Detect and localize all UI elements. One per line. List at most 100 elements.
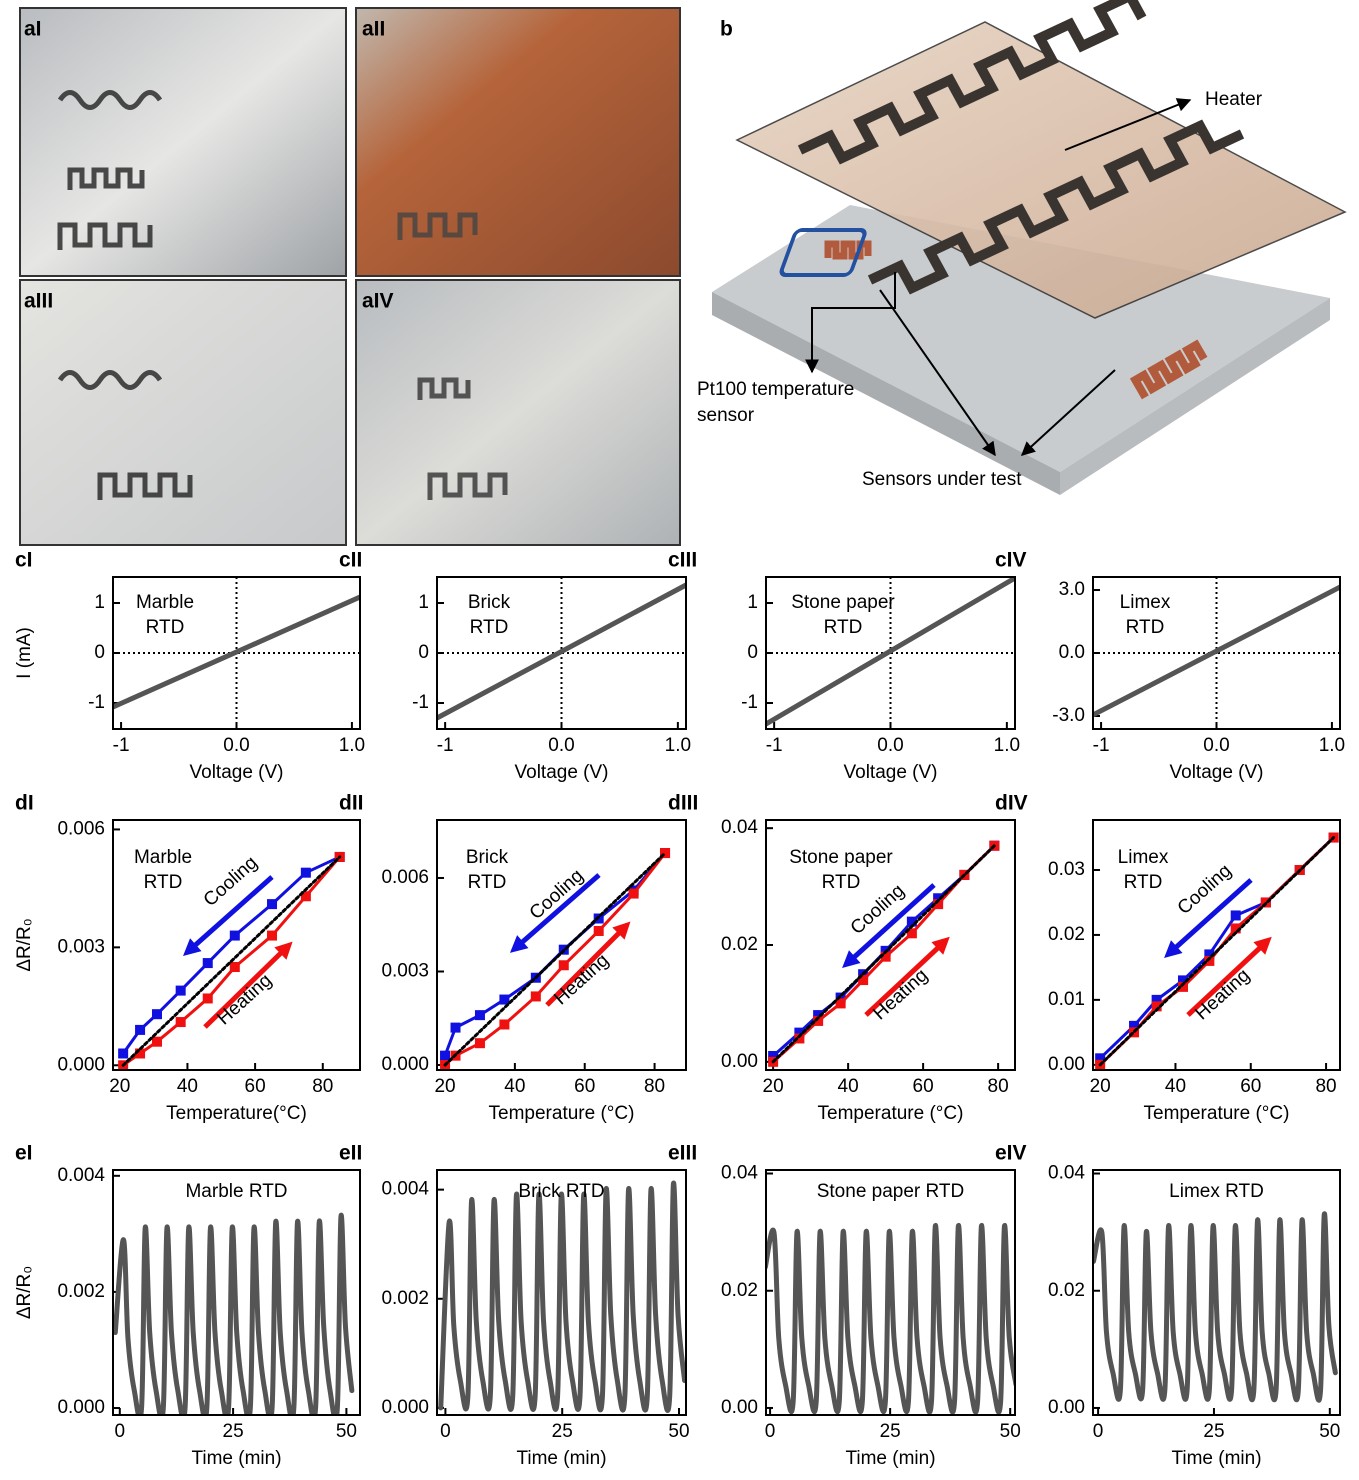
- x-tick-label: 20: [1090, 1076, 1111, 1097]
- marker: [1231, 910, 1241, 920]
- chart: dIV204060800.000.010.020.03Temperature (…: [995, 792, 1340, 1124]
- x-axis-label: Time (min): [845, 1448, 935, 1469]
- x-tick-label: 0.0: [548, 735, 574, 756]
- marker: [203, 958, 213, 968]
- chart: eII 0 25 50 0.000 0.002 0.004 Time (min) Brick R…: [339, 1142, 690, 1469]
- marker: [475, 1010, 485, 1020]
- y-tick-label: 0.00: [721, 1397, 758, 1418]
- marker: [559, 960, 569, 970]
- series-label: Heating: [869, 965, 932, 1024]
- marker: [531, 991, 541, 1001]
- annotation: Marble: [134, 847, 192, 868]
- panel-label: cII: [339, 549, 362, 572]
- x-tick-label: 25: [1203, 1421, 1224, 1442]
- marker: [135, 1025, 145, 1035]
- annotation: Limex: [1120, 592, 1171, 613]
- y-tick-label: 0.01: [1048, 989, 1085, 1010]
- x-tick-label: 50: [336, 1421, 357, 1442]
- y-tick-label: 0.00: [1048, 1397, 1085, 1418]
- marker: [176, 986, 186, 996]
- x-tick-label: 0.0: [877, 735, 903, 756]
- y-tick-label: 0.000: [381, 1054, 429, 1075]
- diagram-label: Pt100 temperature: [697, 379, 854, 400]
- x-tick-label: 0: [440, 1421, 451, 1442]
- series-label: Heating: [550, 950, 613, 1009]
- y-tick-label: 0.04: [1048, 1163, 1085, 1184]
- marker: [203, 993, 213, 1003]
- x-tick-label: 20: [763, 1076, 784, 1097]
- y-tick-label: 0.003: [57, 936, 105, 957]
- line: [441, 1183, 685, 1410]
- panel-label: eIII: [668, 1142, 697, 1165]
- x-tick-label: 40: [1165, 1076, 1186, 1097]
- y-tick-label: 1: [94, 592, 105, 613]
- x-tick-label: 20: [109, 1076, 130, 1097]
- panel-label: b: [720, 18, 733, 41]
- y-tick-label: 0.006: [381, 867, 429, 888]
- y-tick-label: 1: [747, 592, 758, 613]
- annotation: RTD: [1124, 872, 1163, 893]
- panel-label: dII: [339, 792, 364, 815]
- chart: cI-10.01.0-101Voltage (V)I (mA)MarbleRTD: [14, 549, 365, 783]
- x-tick-label: -1: [437, 735, 454, 756]
- y-axis-label: I (mA): [14, 627, 35, 679]
- x-tick-label: -1: [766, 735, 783, 756]
- y-tick-label: 0.02: [1048, 924, 1085, 945]
- panel-label: cIII: [668, 549, 697, 572]
- panel-label: aII: [362, 18, 385, 41]
- x-tick-label: 40: [177, 1076, 198, 1097]
- chart: cIV-10.01.0-3.00.03.0Voltage (V)LimexRTD: [995, 549, 1345, 783]
- y-tick-label: 0.02: [721, 1280, 758, 1301]
- annotation: Brick RTD: [518, 1181, 604, 1202]
- y-tick-label: 0.0: [1059, 642, 1085, 663]
- annotation: Marble: [136, 592, 194, 613]
- marker: [118, 1048, 128, 1058]
- y-tick-label: 0.004: [381, 1179, 429, 1200]
- x-axis-label: Voltage (V): [844, 762, 938, 783]
- y-tick-label: -1: [412, 692, 429, 713]
- y-tick-label: 0.00: [1048, 1054, 1085, 1075]
- x-tick-label: 80: [644, 1076, 665, 1097]
- plot-area: [441, 1183, 685, 1410]
- y-tick-label: 0.000: [57, 1397, 105, 1418]
- x-tick-label: 1.0: [1319, 735, 1345, 756]
- x-axis-label: Temperature (°C): [489, 1103, 635, 1124]
- panel-label: eII: [339, 1142, 362, 1165]
- x-tick-label: 25: [880, 1421, 901, 1442]
- x-tick-label: 60: [574, 1076, 595, 1097]
- panel-label: dI: [15, 792, 34, 815]
- marker: [230, 931, 240, 941]
- annotation: RTD: [144, 872, 183, 893]
- y-tick-label: 0.003: [381, 961, 429, 982]
- chart: dI204060800.0000.0030.006Temperature(°C)…: [14, 792, 360, 1124]
- y-tick-label: 0.002: [57, 1281, 105, 1302]
- x-axis-label: Voltage (V): [1170, 762, 1264, 783]
- x-tick-label: 60: [245, 1076, 266, 1097]
- x-tick-label: 1.0: [339, 735, 365, 756]
- x-tick-label: 25: [552, 1421, 573, 1442]
- figure: Heater Pt100 temperature sensor Sensors …: [0, 0, 1359, 1480]
- plot-area: [765, 1225, 1016, 1412]
- y-tick-label: 0.04: [721, 1163, 758, 1184]
- y-tick-label: 0.004: [57, 1165, 105, 1186]
- panel-label: aIV: [362, 290, 394, 313]
- y-tick-label: 1: [418, 592, 429, 613]
- annotation: RTD: [1126, 617, 1165, 638]
- y-tick-label: -1: [741, 692, 758, 713]
- y-tick-label: 0.000: [381, 1397, 429, 1418]
- x-axis-label: Time (min): [516, 1448, 606, 1469]
- x-tick-label: 1.0: [665, 735, 691, 756]
- panel-label: aI: [24, 18, 42, 41]
- x-tick-label: 40: [838, 1076, 859, 1097]
- x-tick-label: 0.0: [223, 735, 249, 756]
- y-tick-label: 0.002: [381, 1288, 429, 1309]
- y-tick-label: 0.02: [1048, 1280, 1085, 1301]
- annotation: Limex: [1118, 847, 1169, 868]
- y-axis-label: ΔR/R₀: [14, 918, 35, 971]
- x-tick-label: 0: [1093, 1421, 1104, 1442]
- annotation: RTD: [146, 617, 185, 638]
